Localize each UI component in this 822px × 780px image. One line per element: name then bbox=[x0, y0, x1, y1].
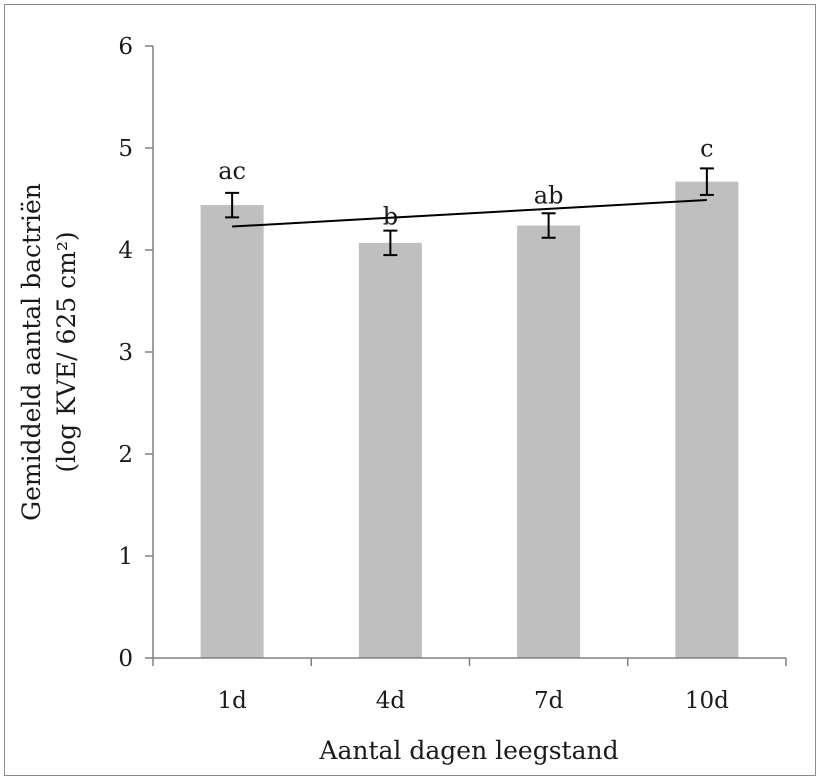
y-tick-label-5: 5 bbox=[118, 136, 133, 162]
significance-label-10d: c bbox=[700, 134, 713, 162]
bar-4d bbox=[358, 242, 422, 659]
x-tick-label-7d: 7d bbox=[534, 688, 564, 714]
error-bars-group bbox=[225, 167, 714, 257]
y-tick-label-2: 2 bbox=[118, 442, 133, 468]
significance-label-1d: ac bbox=[218, 157, 246, 185]
x-tick-label-4d: 4d bbox=[376, 688, 406, 714]
x-tick-label-10d: 10d bbox=[685, 688, 729, 714]
bar-10d bbox=[675, 181, 739, 658]
y-ticks-group: 0 1 2 3 4 5 6 bbox=[118, 34, 153, 672]
y-tick-label-0: 0 bbox=[118, 646, 133, 672]
x-tick-label-1d: 1d bbox=[217, 688, 247, 714]
y-tick-label-3: 3 bbox=[118, 340, 133, 366]
bar-7d bbox=[517, 225, 581, 658]
error-bar-4d bbox=[383, 229, 398, 257]
trendline bbox=[232, 199, 707, 228]
error-bar-7d bbox=[541, 212, 556, 239]
y-tick-label-6: 6 bbox=[118, 34, 133, 60]
x-axis-title: Aantal dagen leegstand bbox=[318, 736, 618, 765]
significance-label-4d: b bbox=[383, 203, 398, 231]
error-bar-1d bbox=[225, 191, 240, 219]
error-bar-10d bbox=[699, 167, 714, 196]
y-axis-title-line1: Gemiddeld aantal bactriën bbox=[17, 183, 46, 521]
bar-1d bbox=[200, 205, 264, 658]
y-tick-label-1: 1 bbox=[118, 544, 133, 570]
y-axis-title-line2: (log KVE/ 625 cm²) bbox=[52, 231, 81, 472]
x-ticks-group: 1d 4d 7d 10d bbox=[152, 658, 787, 714]
bars-group bbox=[200, 181, 739, 659]
significance-label-7d: ab bbox=[534, 181, 564, 209]
significance-labels-group: ac b ab c bbox=[218, 134, 713, 230]
y-tick-label-4: 4 bbox=[118, 238, 133, 264]
trendline-group bbox=[232, 199, 707, 228]
